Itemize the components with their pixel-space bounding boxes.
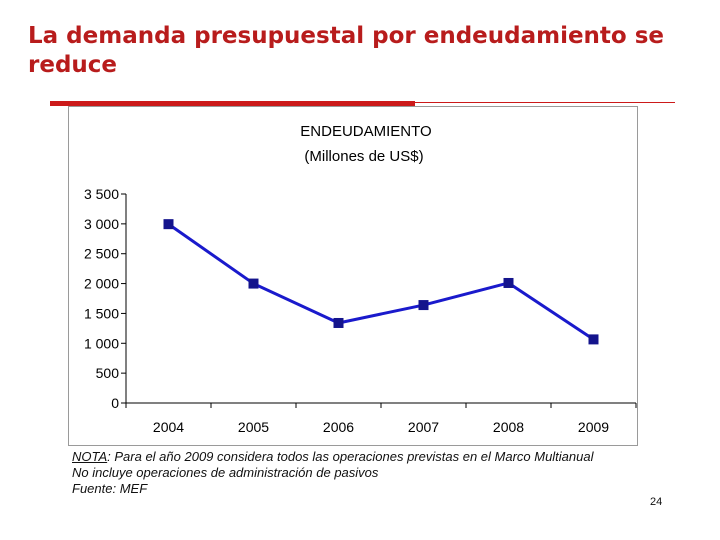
chart-notes: NOTA: Para el año 2009 considera todos l…: [72, 449, 594, 497]
data-point: [588, 334, 599, 345]
x-tick-label: 2007: [408, 419, 439, 435]
y-tick-label: 3 000: [84, 216, 119, 232]
y-tick-label: 1 000: [84, 335, 119, 351]
y-tick-label: 3 500: [84, 186, 119, 202]
note-line-2: No incluye operaciones de administración…: [72, 465, 379, 480]
data-point: [503, 277, 514, 288]
data-point: [418, 300, 429, 311]
x-tick-label: 2008: [493, 419, 524, 435]
y-tick-label: 1 500: [84, 305, 119, 321]
note-source: Fuente: MEF: [72, 481, 148, 496]
y-tick-label: 500: [96, 365, 120, 381]
note-line-1: NOTA: Para el año 2009 considera todos l…: [72, 449, 594, 465]
data-point: [333, 317, 344, 328]
x-tick-label: 2005: [238, 419, 269, 435]
y-tick-label: 2 000: [84, 276, 119, 292]
chart-title: ENDEUDAMIENTO: [300, 123, 431, 140]
chart-subtitle: (Millones de US$): [304, 148, 423, 165]
x-tick-label: 2004: [153, 419, 184, 435]
y-tick-label: 0: [111, 395, 119, 411]
slide-title: La demanda presupuestal por endeudamient…: [28, 23, 665, 78]
note-text: : Para el año 2009 considera todos las o…: [107, 449, 594, 464]
data-point: [248, 278, 259, 289]
chart-panel: [68, 106, 638, 446]
page-number: 24: [650, 496, 663, 508]
title-rule-thin: [415, 102, 675, 103]
note-label: NOTA: [72, 449, 108, 464]
title-rule-thick: [50, 101, 415, 106]
x-tick-label: 2006: [323, 419, 354, 435]
x-tick-label: 2009: [578, 419, 609, 435]
y-tick-label: 2 500: [84, 246, 119, 262]
data-point: [163, 219, 174, 230]
series-line: [167, 222, 595, 341]
